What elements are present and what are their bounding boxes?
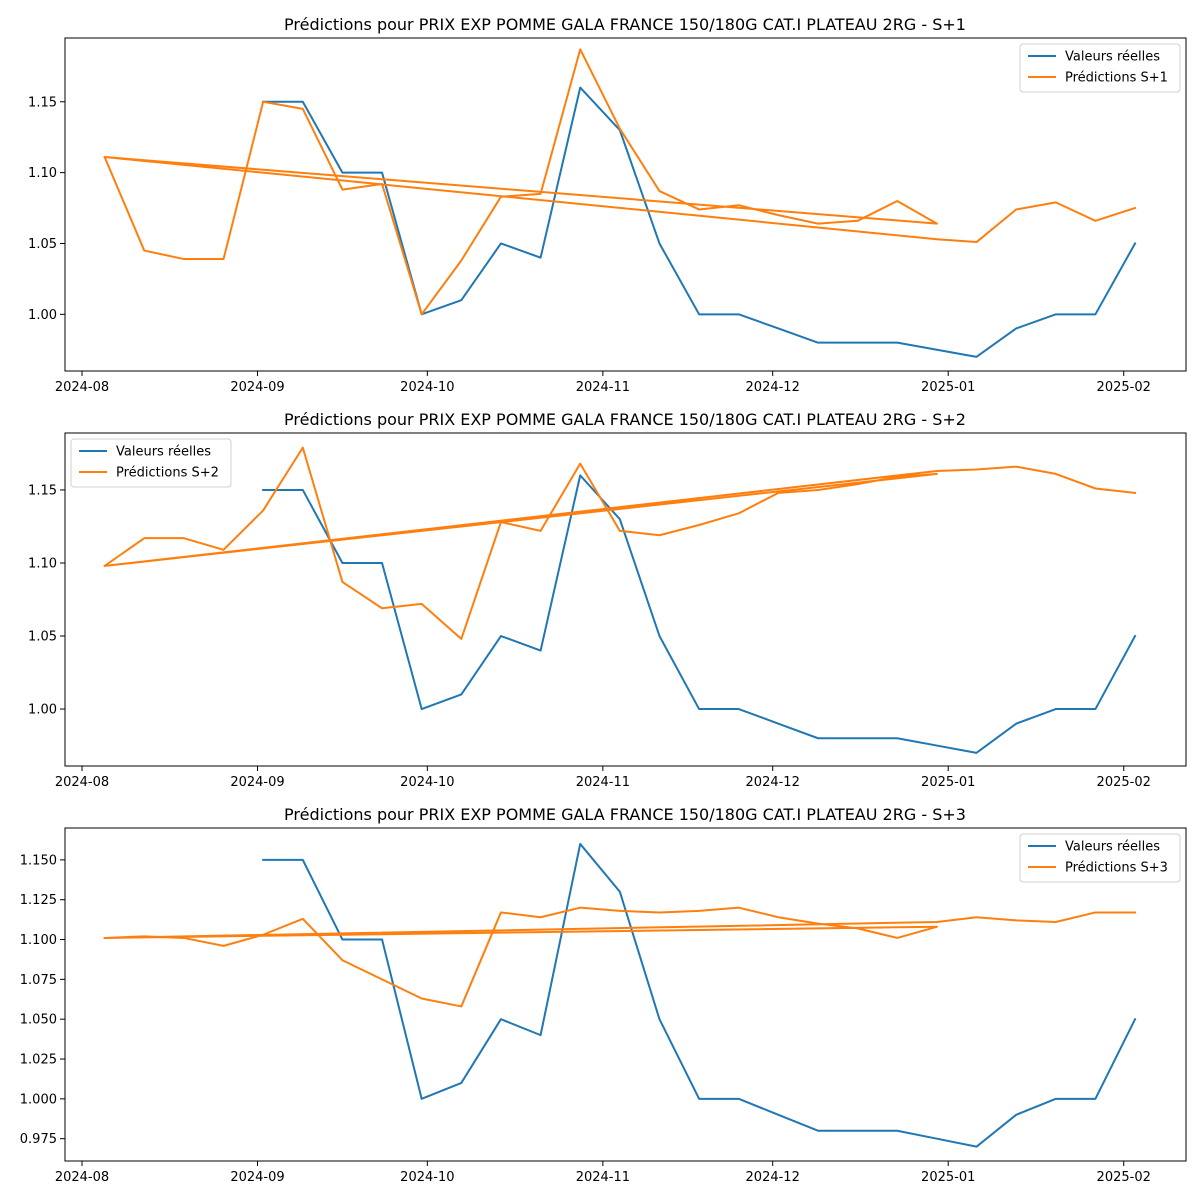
y-axis: 1.00 1.05 1.10 1.15 bbox=[28, 95, 65, 323]
y-tick-label: 1.10 bbox=[28, 556, 57, 571]
series-line-prediction bbox=[103, 446, 1137, 640]
y-axis: 0.975 1.000 1.025 1.050 1.075 1.100 1.125 1.150 bbox=[20, 853, 65, 1147]
y-tick-label: 1.050 bbox=[20, 1013, 57, 1028]
x-tick-label: 2024-08 bbox=[55, 775, 109, 790]
x-tick-label: 2024-11 bbox=[576, 380, 630, 395]
x-tick-label: 2024-12 bbox=[746, 380, 800, 395]
x-tick-label: 2024-10 bbox=[400, 1170, 454, 1185]
plot-frame bbox=[64, 37, 1187, 372]
x-tick-label: 2024-12 bbox=[746, 1170, 800, 1185]
y-tick-label: 1.00 bbox=[28, 308, 57, 323]
y-tick-label: 1.000 bbox=[20, 1092, 57, 1107]
series-line-prediction bbox=[103, 48, 1137, 316]
x-tick-label: 2025-02 bbox=[1097, 775, 1151, 790]
data-lines bbox=[103, 842, 1137, 1148]
legend: Valeurs réelles Prédictions S+2 bbox=[70, 438, 232, 488]
x-tick-label: 2025-01 bbox=[921, 380, 975, 395]
legend-box bbox=[1019, 833, 1181, 883]
legend-label: Valeurs réelles bbox=[1065, 840, 1160, 855]
y-tick-label: 1.05 bbox=[28, 630, 57, 645]
y-tick-label: 1.00 bbox=[28, 703, 57, 718]
legend: Valeurs réelles Prédictions S+3 bbox=[1019, 833, 1181, 883]
x-tick-label: 2024-08 bbox=[55, 380, 109, 395]
chart-title: Prédictions pour PRIX EXP POMME GALA FRA… bbox=[284, 410, 966, 429]
y-axis: 1.00 1.05 1.10 1.15 bbox=[28, 483, 65, 718]
subplot-s3: Prédictions pour PRIX EXP POMME GALA FRA… bbox=[20, 805, 1187, 1185]
chart-title: Prédictions pour PRIX EXP POMME GALA FRA… bbox=[284, 805, 966, 824]
legend-label: Prédictions S+1 bbox=[1065, 71, 1168, 86]
legend: Valeurs réelles Prédictions S+1 bbox=[1019, 43, 1181, 93]
legend-label: Valeurs réelles bbox=[1065, 50, 1160, 65]
subplot-s1: Prédictions pour PRIX EXP POMME GALA FRA… bbox=[28, 15, 1187, 395]
x-axis: 2024-08 2024-09 2024-10 2024-11 2024-12 2025-… bbox=[55, 1161, 1151, 1185]
y-tick-label: 1.075 bbox=[20, 973, 57, 988]
plot-frame bbox=[64, 432, 1187, 767]
x-axis: 2024-08 2024-09 2024-10 2024-11 2024-12 2025-… bbox=[55, 766, 1151, 790]
y-tick-label: 1.125 bbox=[20, 893, 57, 908]
series-line-actual bbox=[262, 474, 1137, 754]
series-line-prediction bbox=[103, 906, 1137, 1008]
legend-box bbox=[1019, 43, 1181, 93]
chart-title: Prédictions pour PRIX EXP POMME GALA FRA… bbox=[284, 15, 966, 34]
series-line-actual bbox=[262, 842, 1137, 1148]
x-tick-label: 2024-11 bbox=[576, 775, 630, 790]
data-lines bbox=[103, 446, 1137, 754]
y-tick-label: 1.15 bbox=[28, 483, 57, 498]
x-tick-label: 2025-01 bbox=[921, 1170, 975, 1185]
y-tick-label: 1.150 bbox=[20, 853, 57, 868]
y-tick-label: 1.025 bbox=[20, 1053, 57, 1068]
data-lines bbox=[103, 48, 1137, 358]
x-tick-label: 2025-01 bbox=[921, 775, 975, 790]
y-tick-label: 0.975 bbox=[20, 1132, 57, 1147]
x-tick-label: 2024-08 bbox=[55, 1170, 109, 1185]
series-line-actual bbox=[262, 86, 1137, 358]
legend-label: Valeurs réelles bbox=[116, 445, 211, 460]
x-tick-label: 2024-11 bbox=[576, 1170, 630, 1185]
x-tick-label: 2025-02 bbox=[1097, 1170, 1151, 1185]
x-axis: 2024-08 2024-09 2024-10 2024-11 2024-12 2025-… bbox=[55, 371, 1151, 395]
y-tick-label: 1.15 bbox=[28, 95, 57, 110]
legend-label: Prédictions S+2 bbox=[116, 466, 219, 481]
y-tick-label: 1.05 bbox=[28, 237, 57, 252]
x-tick-label: 2024-09 bbox=[230, 380, 284, 395]
x-tick-label: 2024-09 bbox=[230, 1170, 284, 1185]
legend-label: Prédictions S+3 bbox=[1065, 861, 1168, 876]
subplot-s2: Prédictions pour PRIX EXP POMME GALA FRA… bbox=[28, 410, 1187, 790]
legend-box bbox=[70, 438, 232, 488]
plot-frame bbox=[64, 827, 1187, 1162]
x-tick-label: 2024-10 bbox=[400, 775, 454, 790]
x-tick-label: 2024-10 bbox=[400, 380, 454, 395]
y-tick-label: 1.10 bbox=[28, 166, 57, 181]
x-tick-label: 2024-09 bbox=[230, 775, 284, 790]
y-tick-label: 1.100 bbox=[20, 933, 57, 948]
x-tick-label: 2024-12 bbox=[746, 775, 800, 790]
x-tick-label: 2025-02 bbox=[1097, 380, 1151, 395]
